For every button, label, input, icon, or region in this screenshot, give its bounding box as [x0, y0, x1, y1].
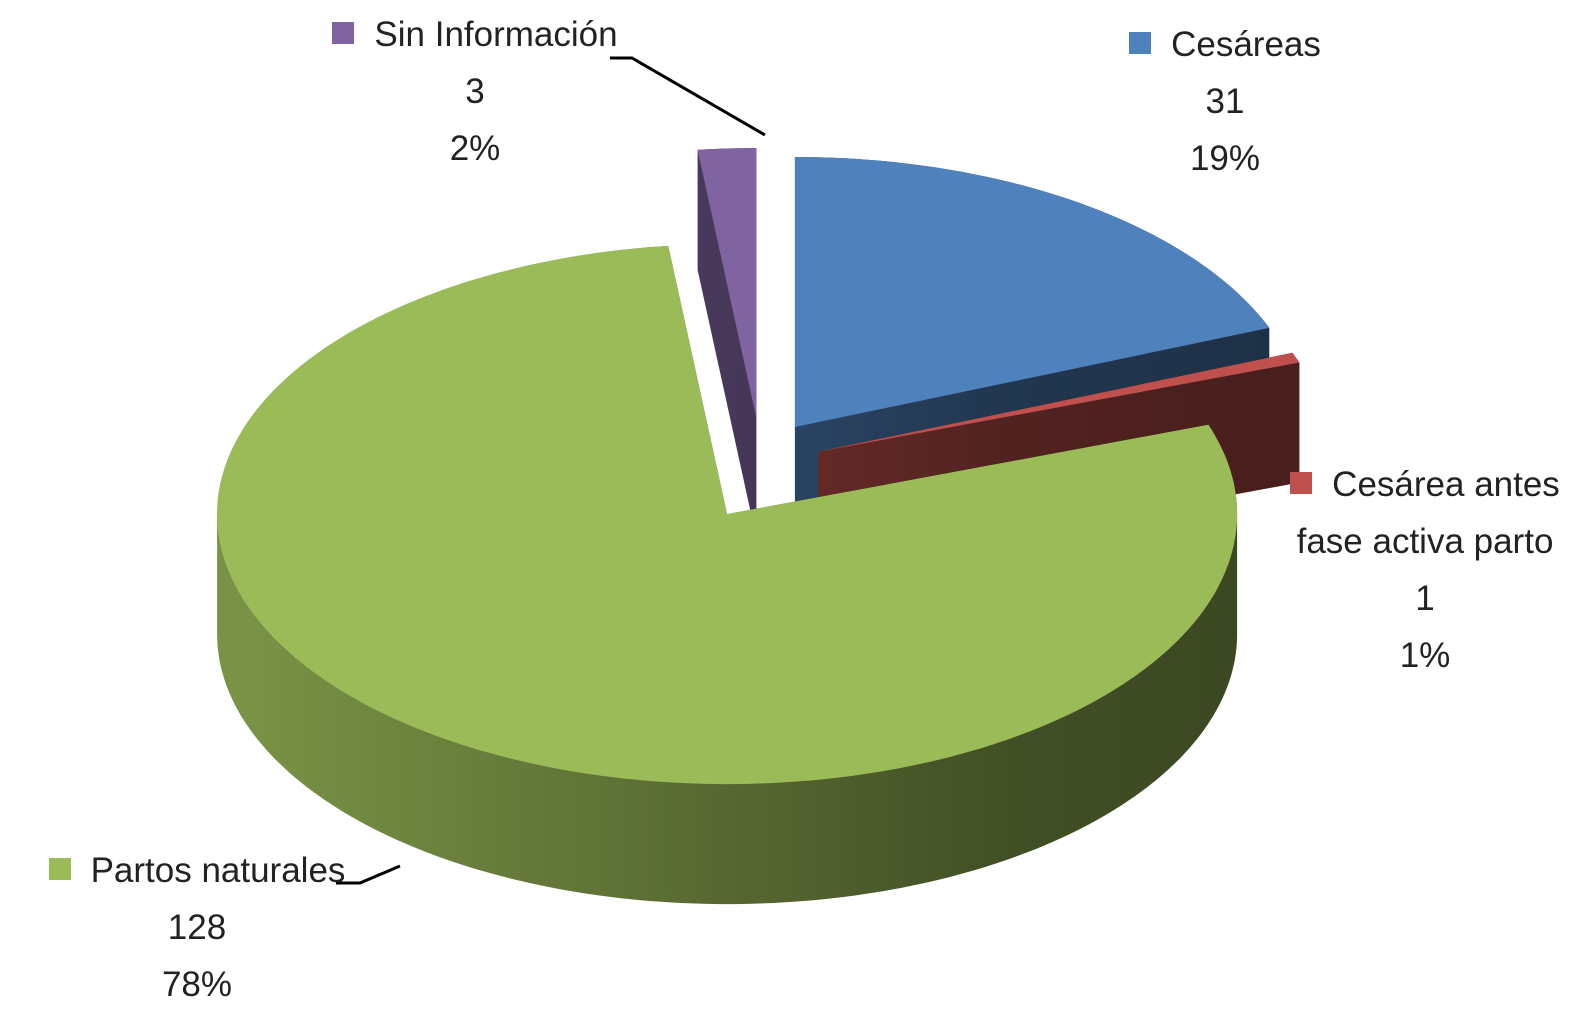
- percent-label: 2%: [449, 129, 501, 168]
- label-category-line: Partos naturales: [0, 842, 397, 899]
- legend-swatch: [48, 858, 71, 880]
- pie: [217, 148, 1300, 905]
- category-label: Partos naturales: [90, 851, 346, 890]
- percent-label: 78%: [161, 965, 233, 1004]
- percent-label: 1%: [1399, 636, 1451, 675]
- category-label: Cesárea antes fase activa parto: [1296, 465, 1560, 561]
- data-label: Sin Información 3 2%: [295, 6, 655, 177]
- legend-swatch: [1129, 32, 1152, 54]
- value-label: 128: [167, 908, 227, 947]
- value-label: 31: [1205, 82, 1245, 121]
- slice-top: [794, 157, 1270, 427]
- legend-swatch: [332, 22, 355, 44]
- leader-line: [336, 864, 401, 885]
- category-label: Sin Información: [374, 15, 618, 54]
- data-label: Cesáreas 31 19%: [1075, 16, 1375, 187]
- value-label: 1: [1415, 579, 1435, 618]
- data-label: Partos naturales 128 78%: [0, 842, 397, 1013]
- percent-label: 19%: [1189, 139, 1261, 178]
- leader-line: [610, 56, 766, 137]
- label-category-line: Cesáreas: [1075, 16, 1375, 73]
- category-label: Cesáreas: [1171, 25, 1321, 64]
- slice-top: [697, 148, 757, 419]
- slice-top: [818, 352, 1300, 452]
- label-category-line: Cesárea antes fase activa parto: [1275, 456, 1575, 570]
- slice-top: [217, 245, 1238, 785]
- label-category-line: Sin Información: [295, 6, 655, 63]
- legend-swatch: [1290, 472, 1313, 494]
- value-label: 3: [465, 72, 485, 111]
- data-label: Cesárea antes fase activa parto 1 1%: [1275, 456, 1575, 684]
